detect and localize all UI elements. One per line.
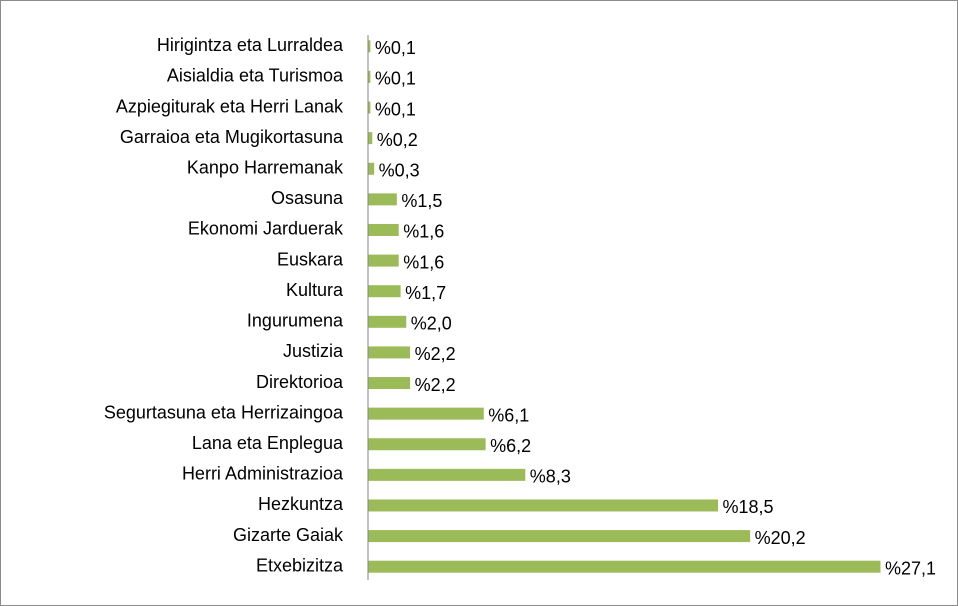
category-label: Kanpo Harremanak bbox=[187, 158, 344, 178]
category-label: Hezkuntza bbox=[258, 494, 344, 514]
category-label: Hirigintza eta Lurraldea bbox=[157, 35, 344, 55]
value-label: %20,2 bbox=[755, 528, 806, 548]
category-label: Justizia bbox=[283, 341, 344, 361]
value-label: %2,2 bbox=[415, 344, 456, 364]
bar bbox=[368, 132, 373, 145]
bar bbox=[368, 254, 399, 267]
bar bbox=[368, 468, 526, 481]
value-label: %1,6 bbox=[403, 252, 444, 272]
bar bbox=[368, 40, 371, 53]
category-label: Etxebizitza bbox=[256, 555, 344, 575]
bar bbox=[368, 315, 407, 328]
value-label: %6,2 bbox=[490, 436, 531, 456]
category-label: Segurtasuna eta Herrizaingoa bbox=[104, 402, 344, 422]
bar bbox=[368, 560, 881, 573]
value-label: %8,3 bbox=[530, 467, 571, 487]
bar bbox=[368, 285, 401, 298]
bar bbox=[368, 193, 397, 206]
bar bbox=[368, 70, 371, 83]
value-label: %0,1 bbox=[375, 69, 416, 89]
bar bbox=[368, 377, 411, 390]
value-label: %0,3 bbox=[379, 161, 420, 181]
category-label: Aisialdia eta Turismoa bbox=[167, 66, 344, 86]
value-label: %18,5 bbox=[723, 497, 774, 517]
category-label: Ingurumena bbox=[247, 311, 344, 331]
bar bbox=[368, 101, 371, 114]
bar bbox=[368, 499, 719, 512]
value-label: %1,5 bbox=[401, 191, 442, 211]
category-label: Ekonomi Jarduerak bbox=[188, 219, 344, 239]
value-label: %6,1 bbox=[488, 405, 529, 425]
value-label: %1,6 bbox=[403, 222, 444, 242]
category-label: Lana eta Enplegua bbox=[192, 433, 344, 453]
value-label: %0,2 bbox=[377, 130, 418, 150]
value-label: %1,7 bbox=[405, 283, 446, 303]
bar bbox=[368, 438, 486, 451]
value-label: %2,2 bbox=[415, 375, 456, 395]
bar bbox=[368, 162, 375, 175]
category-label: Azpiegiturak eta Herri Lanak bbox=[116, 96, 344, 116]
category-label: Garraioa eta Mugikortasuna bbox=[120, 127, 344, 147]
value-label: %0,1 bbox=[375, 99, 416, 119]
category-label: Osasuna bbox=[271, 188, 344, 208]
bar bbox=[368, 346, 411, 359]
bar bbox=[368, 407, 484, 420]
value-label: %2,0 bbox=[411, 314, 452, 334]
value-label: %0,1 bbox=[375, 38, 416, 58]
bar bbox=[368, 530, 751, 543]
category-label: Herri Administrazioa bbox=[182, 464, 344, 484]
value-label: %27,1 bbox=[885, 558, 936, 578]
category-label: Kultura bbox=[286, 280, 344, 300]
category-label: Direktorioa bbox=[256, 372, 344, 392]
category-label: Euskara bbox=[277, 249, 344, 269]
category-label: Gizarte Gaiak bbox=[233, 525, 344, 545]
bar bbox=[368, 223, 399, 236]
